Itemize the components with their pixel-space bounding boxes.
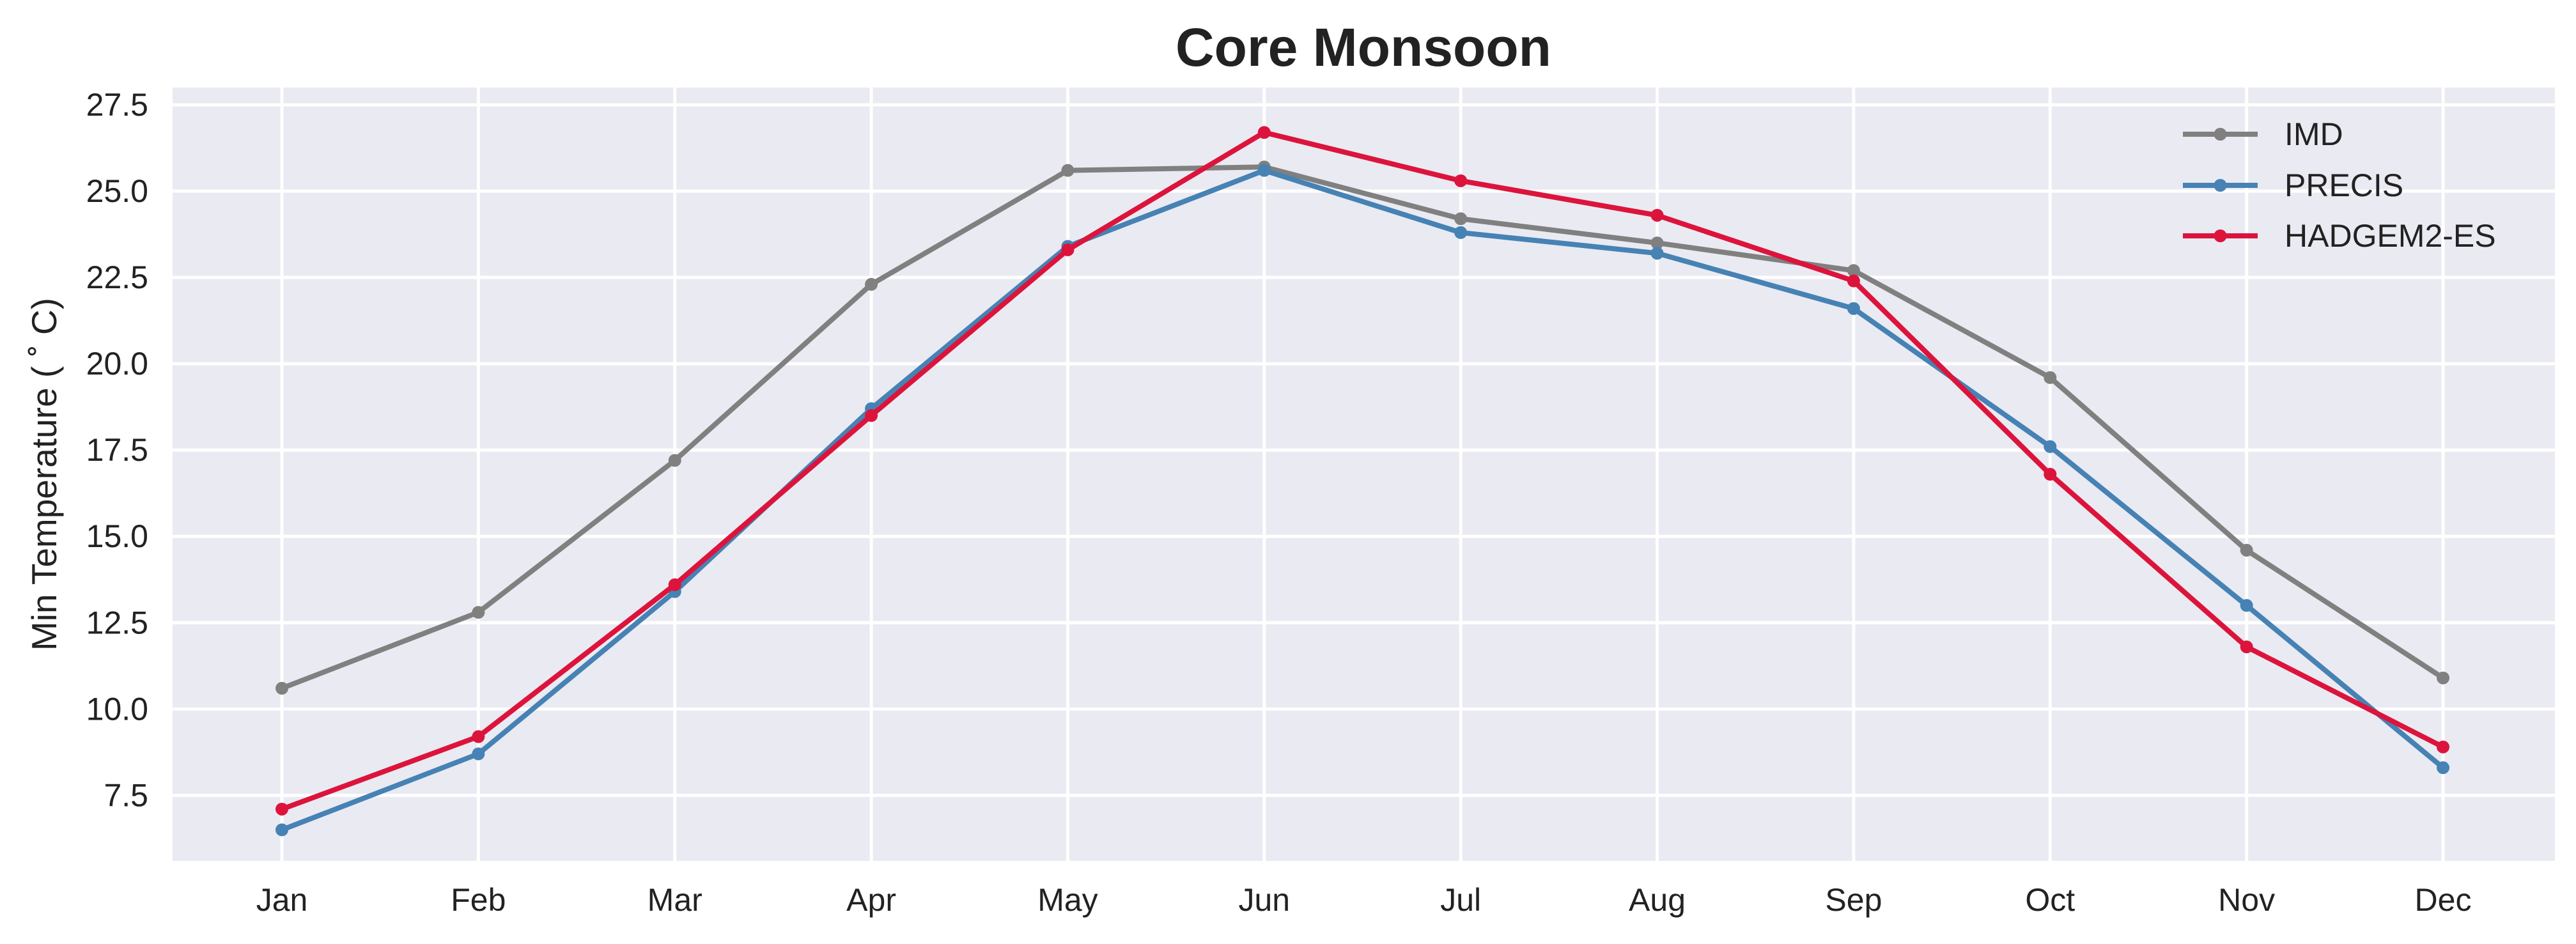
series-line-imd — [279, 164, 2446, 691]
series-line-hadgem2-es — [279, 130, 2446, 812]
y-tick-label: 10.0 — [86, 691, 148, 727]
data-point-imd — [668, 454, 681, 467]
legend-marker-imd — [2214, 128, 2227, 141]
data-point-hadgem2-es — [668, 578, 681, 591]
y-tick-label: 22.5 — [86, 259, 148, 295]
y-axis-label: Min Temperature ( ˚ C) — [24, 298, 64, 651]
x-tick-label: Oct — [2025, 882, 2075, 918]
y-axis-ticks: 7.5 10.0 12.5 15.0 17.5 20.0 22.5 25.0 27.5 — [86, 87, 148, 813]
y-tick-label: 12.5 — [86, 605, 148, 640]
data-point-imd — [472, 606, 485, 619]
data-point-hadgem2-es — [2437, 740, 2449, 754]
series-line-precis — [279, 167, 2446, 833]
x-tick-label: Aug — [1629, 882, 1686, 918]
x-tick-label: Jan — [256, 882, 308, 918]
data-point-precis — [275, 823, 288, 837]
data-point-precis — [1454, 226, 1468, 239]
legend-label-imd: IMD — [2285, 116, 2343, 152]
legend-marker-hadgem2-es — [2214, 229, 2227, 242]
data-point-hadgem2-es — [1650, 208, 1664, 222]
data-point-precis — [1847, 302, 1860, 315]
data-point-imd — [1650, 236, 1664, 250]
data-point-hadgem2-es — [865, 409, 878, 422]
data-point-hadgem2-es — [2044, 468, 2057, 481]
data-point-precis — [1257, 164, 1271, 177]
data-point-imd — [1847, 264, 1860, 277]
data-point-precis — [2437, 761, 2449, 775]
data-point-imd — [275, 681, 288, 695]
legend-marker-precis — [2214, 179, 2227, 192]
data-point-imd — [1454, 212, 1468, 226]
y-tick-label: 17.5 — [86, 432, 148, 468]
x-tick-label: Dec — [2415, 882, 2472, 918]
data-point-precis — [1650, 247, 1664, 260]
data-point-imd — [2044, 371, 2057, 384]
x-tick-label: Jun — [1239, 882, 1291, 918]
data-point-hadgem2-es — [472, 730, 485, 743]
x-tick-label: Nov — [2218, 882, 2275, 918]
y-tick-label: 20.0 — [86, 346, 148, 382]
data-point-hadgem2-es — [1061, 243, 1075, 256]
data-point-precis — [2240, 599, 2253, 612]
data-point-imd — [2437, 671, 2449, 685]
series-lines — [275, 126, 2449, 837]
legend: IMD PRECIS HADGEM2-ES — [2183, 116, 2496, 254]
data-point-hadgem2-es — [1454, 174, 1468, 187]
y-tick-label: 27.5 — [86, 87, 148, 123]
data-point-hadgem2-es — [275, 802, 288, 816]
x-tick-label: Sep — [1825, 882, 1882, 918]
x-axis-ticks: Jan Feb Mar Apr May Jun Jul Aug Sep Oct Nov Dec — [256, 882, 2472, 918]
y-tick-label: 15.0 — [86, 518, 148, 554]
data-point-imd — [1061, 164, 1075, 177]
legend-label-hadgem2-es: HADGEM2-ES — [2285, 218, 2496, 254]
data-point-hadgem2-es — [1847, 274, 1860, 288]
x-tick-label: Jul — [1440, 882, 1481, 918]
data-point-hadgem2-es — [2240, 640, 2253, 654]
legend-label-precis: PRECIS — [2285, 167, 2403, 203]
data-point-imd — [2240, 543, 2253, 557]
data-point-precis — [2044, 440, 2057, 453]
data-point-precis — [472, 747, 485, 761]
x-tick-label: Mar — [648, 882, 702, 918]
y-tick-label: 25.0 — [86, 173, 148, 209]
y-tick-label: 7.5 — [104, 777, 148, 813]
x-tick-label: Feb — [451, 882, 506, 918]
x-tick-label: Apr — [846, 882, 896, 918]
data-point-hadgem2-es — [1257, 126, 1271, 139]
data-point-imd — [865, 277, 878, 291]
x-tick-label: May — [1037, 882, 1098, 918]
chart-title: Core Monsoon — [1175, 17, 1551, 77]
